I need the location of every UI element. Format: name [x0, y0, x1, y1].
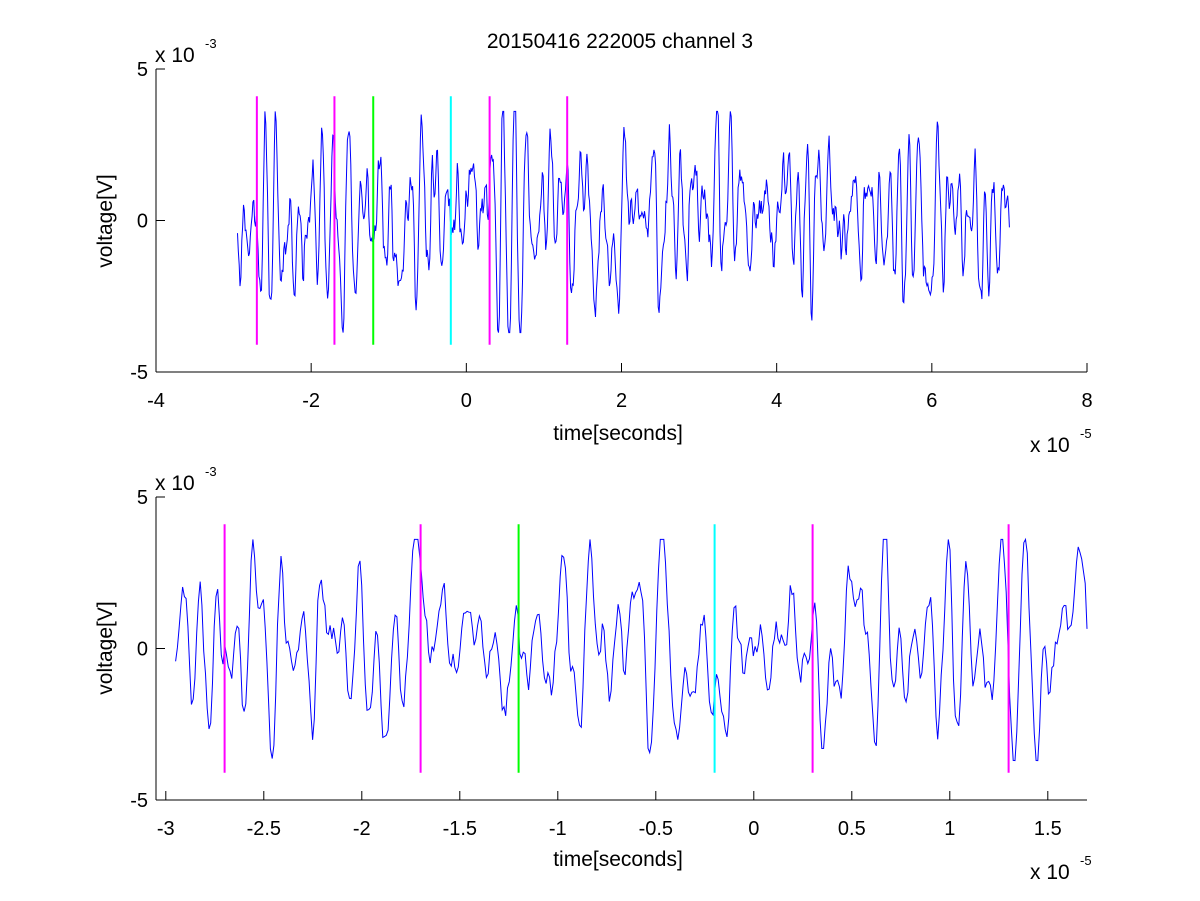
- bottom-x-tick-label: 1.5: [1034, 818, 1062, 840]
- top-x-tick-label: -4: [147, 390, 165, 412]
- bottom-x-tick-label: -1: [549, 818, 567, 840]
- top-y-tick-label: 0: [137, 211, 148, 233]
- top-y-tick-label: -5: [130, 362, 148, 384]
- top-x-multiplier-base: x 10: [1030, 434, 1070, 457]
- bottom-y-tick-label: 0: [137, 639, 148, 661]
- bottom-axes: voltage[V] time[seconds] x 10 -3 x 10 -5…: [94, 464, 1092, 884]
- top-x-tick-label: 4: [771, 390, 782, 412]
- bottom-y-tick-label: -5: [130, 790, 148, 812]
- bottom-x-tick-label: 0.5: [838, 818, 866, 840]
- top-xlabel: time[seconds]: [553, 422, 683, 445]
- top-x-tick-label: 6: [926, 390, 937, 412]
- bottom-voltage-series: [175, 537, 1088, 762]
- top-x-tick-label: 2: [616, 390, 627, 412]
- bottom-x-tick-label: 0: [748, 818, 759, 840]
- top-y-multiplier: x 10 -3: [155, 36, 217, 67]
- top-x-tick-label: -2: [302, 390, 320, 412]
- top-voltage-series: [237, 110, 1010, 334]
- bottom-x-multiplier: x 10 -5: [1030, 853, 1092, 884]
- bottom-y-multiplier-base: x 10: [155, 472, 195, 495]
- top-x-multiplier-exp: -5: [1080, 426, 1092, 441]
- bottom-x-tick-label: -2: [353, 818, 371, 840]
- bottom-ylabel: voltage[V]: [94, 601, 117, 694]
- top-y-tick-label: 5: [137, 59, 148, 81]
- top-y-multiplier-base: x 10: [155, 44, 195, 67]
- bottom-x-tick-label: 1: [944, 818, 955, 840]
- top-y-multiplier-exp: -3: [205, 36, 217, 51]
- bottom-y-tick-label: 5: [137, 487, 148, 509]
- bottom-y-multiplier-exp: -3: [205, 464, 217, 479]
- bottom-x-tick-label: -3: [157, 818, 175, 840]
- bottom-x-tick-label: -1.5: [443, 818, 477, 840]
- top-axes: voltage[V] time[seconds] x 10 -3 x 10 -5…: [94, 36, 1093, 457]
- figure-title: 20150416 222005 channel 3: [487, 30, 753, 53]
- bottom-x-tick-label: -0.5: [639, 818, 673, 840]
- top-ylabel: voltage[V]: [94, 174, 117, 267]
- top-x-tick-label: 8: [1081, 390, 1092, 412]
- bottom-x-multiplier-base: x 10: [1030, 861, 1070, 884]
- bottom-x-tick-label: -2.5: [247, 818, 281, 840]
- top-x-tick-label: 0: [461, 390, 472, 412]
- bottom-y-multiplier: x 10 -3: [155, 464, 217, 495]
- top-x-multiplier: x 10 -5: [1030, 426, 1092, 457]
- bottom-x-multiplier-exp: -5: [1080, 853, 1092, 868]
- bottom-xlabel: time[seconds]: [553, 848, 683, 871]
